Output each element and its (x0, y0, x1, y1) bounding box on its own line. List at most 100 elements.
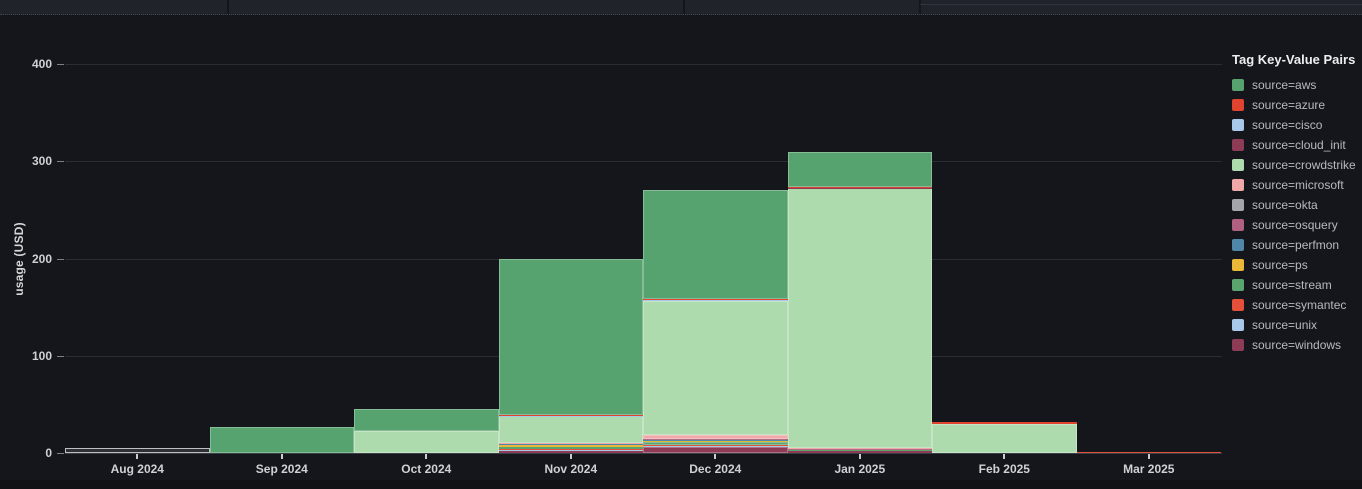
legend-swatch-icon (1232, 279, 1244, 291)
legend-rows: source=aws source=azure source=cisco source… (1232, 75, 1360, 355)
y-tick-mark (57, 453, 64, 454)
y-gridline (65, 453, 1222, 454)
legend-item-label: source=crowdstrike (1252, 158, 1356, 172)
bar-jan-2025-source=crowdstrike[interactable] (787, 187, 932, 449)
legend-item-perfmon[interactable]: source=perfmon (1232, 235, 1360, 255)
bar-nov-2024-source=ps[interactable] (498, 444, 643, 447)
x-tick-label: Sep 2024 (255, 462, 308, 476)
legend-item-azure[interactable]: source=azure (1232, 95, 1360, 115)
legend-swatch-icon (1232, 139, 1244, 151)
bar-dec-2024-source=windows[interactable] (643, 446, 788, 453)
top-edge-divider (919, 0, 921, 14)
legend-title: Tag Key-Value Pairs (1232, 52, 1356, 67)
y-tick-mark (57, 258, 64, 260)
legend-item-label: source=symantec (1252, 298, 1347, 312)
legend-item-okta[interactable]: source=okta (1232, 195, 1360, 215)
bar-dec-2024-source=symantec[interactable] (643, 445, 788, 447)
bar-dec-2024-source=crowdstrike[interactable] (643, 300, 788, 436)
legend-swatch-icon (1232, 299, 1244, 311)
bar-jan-2025-source=aws[interactable] (787, 152, 932, 188)
legend-item-label: source=aws (1252, 78, 1317, 92)
x-tick-label: Nov 2024 (544, 462, 598, 476)
bar-dec-2024-source=ps[interactable] (643, 440, 788, 442)
bar-feb-2025-source=azure[interactable] (932, 422, 1077, 424)
bar-dec-2024-source=stream[interactable] (643, 441, 788, 446)
legend-swatch-icon (1232, 179, 1244, 191)
panel-bottom-edge (0, 480, 1362, 489)
panel-top-edge (0, 0, 1362, 15)
bar-mar-2025-source=windows[interactable] (1076, 452, 1221, 453)
y-gridline (65, 161, 1222, 163)
legend-swatch-icon (1232, 159, 1244, 171)
legend-swatch-icon (1232, 239, 1244, 251)
y-tick-mark (57, 355, 64, 357)
legend-swatch-icon (1232, 339, 1244, 351)
legend-item-unix[interactable]: source=unix (1232, 315, 1360, 335)
bar-nov-2024-source=aws[interactable] (498, 259, 643, 416)
legend-swatch-icon (1232, 319, 1244, 331)
top-edge-divider (683, 0, 685, 14)
x-tick-mark (136, 454, 139, 459)
bar-dec-2024-source=osquery[interactable] (643, 439, 788, 441)
legend-item-windows[interactable]: source=windows (1232, 335, 1360, 355)
bar-feb-2025-source=crowdstrike[interactable] (932, 423, 1077, 453)
bar-nov-2024-source=stream[interactable] (498, 446, 643, 449)
y-tick-label: 300 (31, 154, 52, 169)
x-tick-label: Oct 2024 (401, 462, 452, 476)
bar-dec-2024-source=microsoft[interactable] (643, 435, 788, 439)
bar-jan-2025-source=windows[interactable] (787, 450, 932, 453)
legend-item-label: source=unix (1252, 318, 1318, 332)
legend-item-label: source=windows (1252, 338, 1342, 352)
x-tick-mark (1147, 454, 1150, 459)
x-tick-label: Jan 2025 (834, 462, 886, 476)
legend-item-ps[interactable]: source=ps (1232, 255, 1360, 275)
legend-item-label: source=azure (1252, 98, 1326, 112)
x-tick-label: Dec 2024 (689, 462, 742, 476)
x-tick-mark (1003, 454, 1006, 459)
legend-item-symantec[interactable]: source=symantec (1232, 295, 1360, 315)
legend-item-stream[interactable]: source=stream (1232, 275, 1360, 295)
bar-dec-2024-source=aws[interactable] (643, 190, 788, 300)
legend-item-microsoft[interactable]: source=microsoft (1232, 175, 1360, 195)
bar-nov-2024-source=symantec[interactable] (498, 448, 643, 451)
top-edge-hairline (920, 4, 1362, 5)
bar-oct-2024-source=aws[interactable] (354, 409, 499, 431)
x-tick-mark (280, 454, 283, 459)
y-tick-label: 400 (31, 57, 52, 71)
legend-item-label: source=perfmon (1252, 238, 1340, 252)
legend-item-label: source=ps (1252, 258, 1308, 272)
legend-item-label: source=microsoft (1252, 178, 1344, 192)
legend-item-label: source=okta (1252, 198, 1318, 212)
legend-item-cloud_init[interactable]: source=cloud_init (1232, 135, 1360, 155)
legend-item-label: source=cloud_init (1252, 138, 1346, 152)
legend-item-osquery[interactable]: source=osquery (1232, 215, 1360, 235)
legend-swatch-icon (1232, 259, 1244, 271)
y-tick-mark (57, 161, 64, 163)
x-tick-label: Mar 2025 (1123, 462, 1175, 476)
bar-aug-2024-source=okta[interactable] (65, 448, 210, 453)
x-tick-mark (714, 454, 717, 459)
legend-swatch-icon (1232, 199, 1244, 211)
legend: Tag Key-Value Pairs source=aws source=azu… (1232, 52, 1360, 355)
y-tick-mark (57, 64, 64, 65)
legend-item-aws[interactable]: source=aws (1232, 75, 1360, 95)
bar-nov-2024-source=crowdstrike[interactable] (498, 416, 643, 443)
legend-item-label: source=osquery (1252, 218, 1338, 232)
y-tick-label: 200 (31, 251, 52, 266)
x-tick-mark (858, 454, 861, 459)
x-tick-label: Feb 2025 (978, 462, 1030, 476)
legend-swatch-icon (1232, 119, 1244, 131)
x-tick-mark (569, 454, 572, 459)
bar-nov-2024-source=windows[interactable] (498, 450, 643, 453)
legend-item-label: source=cisco (1252, 118, 1323, 132)
bar-sep-2024-source=aws[interactable] (209, 426, 354, 453)
legend-item-cisco[interactable]: source=cisco (1232, 115, 1360, 135)
legend-swatch-icon (1232, 99, 1244, 111)
legend-item-crowdstrike[interactable]: source=crowdstrike (1232, 155, 1360, 175)
y-tick-label: 0 (45, 446, 52, 460)
y-tick-label: 100 (31, 348, 52, 363)
legend-swatch-icon (1232, 79, 1244, 91)
bar-oct-2024-source=crowdstrike[interactable] (354, 430, 499, 453)
x-tick-mark (425, 454, 428, 459)
